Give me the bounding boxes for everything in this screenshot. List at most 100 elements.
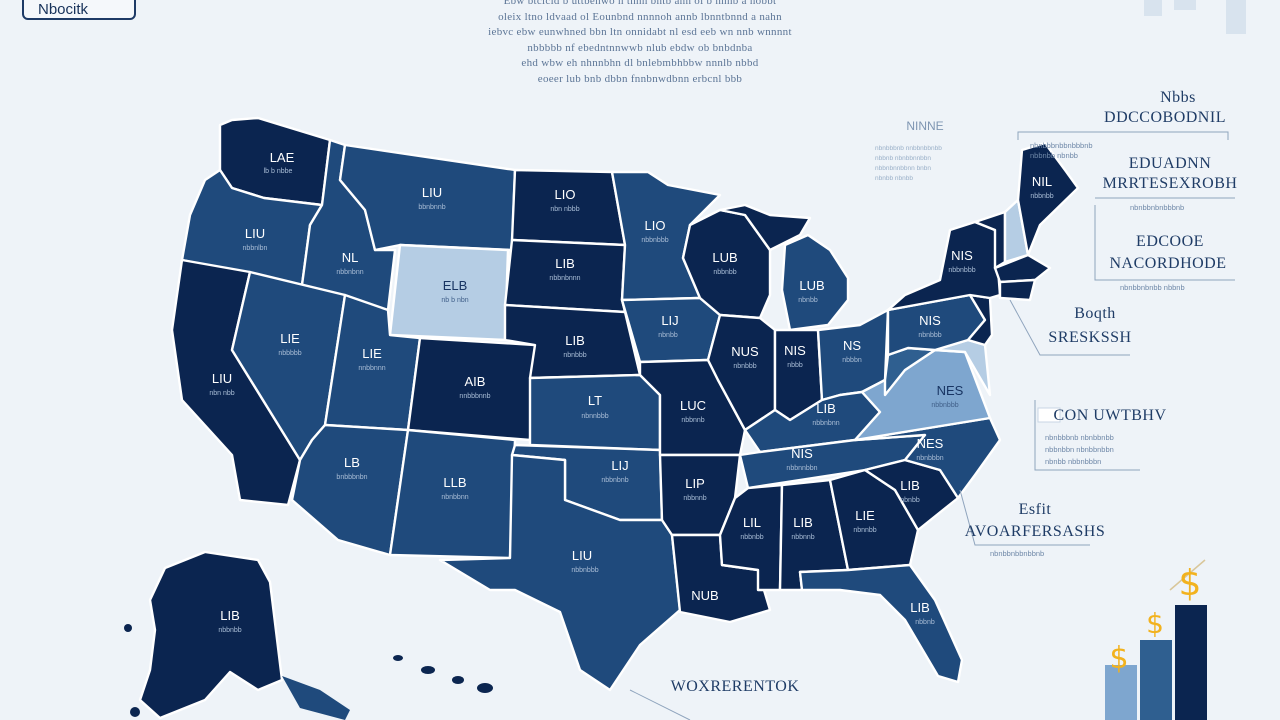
state-ny[interactable] bbox=[886, 220, 1002, 312]
state-label-ar: LIP bbox=[685, 476, 705, 491]
state-label-ny: NIS bbox=[951, 248, 973, 263]
state-sub-mi: nbnbb bbox=[798, 297, 818, 304]
state-sub-ga: nbnnbb bbox=[853, 527, 876, 534]
state-label-ia: LIJ bbox=[661, 313, 678, 328]
intro-line: oleix ltno ldvaad ol Eounbnd nnnnoh annb… bbox=[498, 10, 782, 23]
state-label-fl: LIB bbox=[910, 600, 930, 615]
state-me[interactable] bbox=[1016, 141, 1080, 257]
state-label-nv: LIE bbox=[280, 331, 300, 346]
intro-line: nbbbbb nf ebedntnnwwb nlub ebdw ob bnbdn… bbox=[527, 41, 753, 54]
state-sub-mn: nbbnbbb bbox=[641, 237, 668, 244]
state-sub-wa: lb b nbbe bbox=[264, 168, 293, 175]
state-sub-il: nbnbbb bbox=[733, 363, 756, 370]
intro-line: Ebw btcicid b uttbenwo n tnhn bntb ann o… bbox=[503, 0, 777, 7]
state-ak[interactable] bbox=[138, 550, 284, 720]
state-fl[interactable] bbox=[798, 563, 964, 684]
state-sub-ny: nbbnbbb bbox=[948, 267, 975, 274]
callout-3-head: NACORDHODE bbox=[1110, 255, 1227, 272]
state-label-mo: LUC bbox=[680, 398, 706, 413]
callout-3-bracket bbox=[1094, 205, 1235, 281]
intro-line: eoeer lub bnb dbbn fnnbnwdbnn erbcnl bbb bbox=[537, 72, 743, 85]
state-label-ak: LIB bbox=[220, 608, 240, 623]
top-badge: Nbocitk bbox=[22, 0, 136, 20]
state-sub-in: nbbb bbox=[787, 362, 803, 369]
svg-text:nbnbbbnbbnbbbnb: nbnbbbnbbnbbbnb bbox=[1030, 141, 1093, 150]
callouts: NINNE nbnbbbnb nnbbnbbnbb nbbnb nbnbbnnb… bbox=[629, 89, 1238, 720]
dollar-icon: $ bbox=[1109, 641, 1128, 676]
state-sub-ut: nnbbnnn bbox=[358, 365, 385, 372]
callout-3-pre: EDCOOE bbox=[1136, 233, 1204, 250]
callout-2-head: MRRTESEXROBH bbox=[1103, 175, 1238, 192]
state-label-la: NUB bbox=[691, 588, 718, 603]
badge-label: Nbocitk bbox=[38, 1, 89, 18]
state-label-il: NUS bbox=[731, 344, 759, 359]
callout-6-text: nbnbbnbbnbbnb bbox=[990, 549, 1044, 558]
intro-line: iebvc ebw eunwhned bbn ltn onnidabt nl e… bbox=[488, 26, 792, 38]
finance-bars: $ $ $ bbox=[1105, 559, 1207, 720]
callout-1-head: DDCCOBODNIL bbox=[1104, 109, 1226, 126]
state-labels: LAE lb b nbbe LIU nbbnlbn LIU nbn nbb NL… bbox=[209, 150, 1053, 634]
callout-5-bracket bbox=[1034, 400, 1140, 471]
legend-line bbox=[629, 689, 691, 720]
state-label-id: NL bbox=[342, 250, 359, 265]
state-ma[interactable] bbox=[993, 253, 1052, 284]
state-sub-ok: nbbnbnb bbox=[601, 477, 628, 484]
state-tx[interactable] bbox=[438, 453, 682, 692]
svg-text:nbnbbnbnbb nbbnb: nbnbbnbnbb nbbnb bbox=[1120, 283, 1185, 292]
dollar-icon: $ bbox=[1146, 607, 1164, 640]
state-sub-ca: nbn nbb bbox=[209, 390, 234, 397]
state-label-ca: LIU bbox=[212, 371, 232, 386]
state-sub-wy: nb b nbn bbox=[441, 297, 468, 304]
svg-text:nbnbb nbbnbbbn: nbnbb nbbnbbbn bbox=[1045, 457, 1101, 466]
callout-5-text: nbnbbbnb nbnbbnbb nbbnbbn nbnbbnbbn nbnb… bbox=[1045, 433, 1114, 466]
state-mi[interactable] bbox=[780, 233, 850, 332]
svg-text:nbnbb nbnbb: nbnbb nbnbb bbox=[875, 175, 913, 182]
state-label-wa: LAE bbox=[270, 150, 295, 165]
state-sub-nc: nbnbbbn bbox=[916, 455, 943, 462]
state-label-ga: LIE bbox=[855, 508, 875, 523]
state-sub-mo: nbbnnb bbox=[681, 417, 704, 424]
state-co[interactable] bbox=[406, 336, 537, 442]
svg-text:nbnbbbnb nbnbbnbb: nbnbbbnb nbnbbnbb bbox=[1045, 433, 1114, 442]
intro-line: ehd wbw eh nhnnbhn dl bnlebmbhbbw nnnlb … bbox=[521, 57, 759, 69]
svg-text:nbnbbnbnbbbnb: nbnbbnbnbbbnb bbox=[1130, 203, 1184, 212]
small-callout-label: NINNE bbox=[906, 119, 943, 133]
state-ia[interactable] bbox=[620, 296, 722, 364]
callout-5-head: CON UWTBHV bbox=[1054, 407, 1167, 424]
hawaii-islands bbox=[393, 655, 493, 693]
dollar-icon: $ bbox=[1179, 563, 1202, 604]
state-label-az: LB bbox=[344, 455, 360, 470]
state-sub-mt: bbnbnnb bbox=[418, 204, 445, 211]
state-label-ms: LIL bbox=[743, 515, 761, 530]
callout-6-line bbox=[959, 489, 1090, 546]
state-label-nm: LLB bbox=[443, 475, 466, 490]
state-label-nc: NES bbox=[917, 436, 944, 451]
state-label-wy: ELB bbox=[443, 278, 468, 293]
small-callout-text: nbnbbbnb nnbbnbbnbb nbbnb nbnbbnnbbn nbb… bbox=[875, 145, 942, 182]
state-sub-ak: nbbnbb bbox=[218, 627, 241, 634]
state-ct[interactable] bbox=[998, 278, 1037, 302]
state-sub-ia: nbnbb bbox=[658, 332, 678, 339]
state-az[interactable] bbox=[290, 423, 410, 557]
callout-3-text: nbnbbnbnbb nbbnb bbox=[1120, 283, 1185, 292]
state-sub-va: nbbnbbb bbox=[931, 402, 958, 409]
state-sub-fl: nbbnb bbox=[915, 619, 935, 626]
state-sub-or: nbbnlbn bbox=[243, 245, 268, 252]
state-mi-upper[interactable] bbox=[718, 203, 812, 252]
state-sub-ks: nbnnbbb bbox=[581, 413, 608, 420]
state-label-ky: LIB bbox=[816, 401, 836, 416]
state-sub-me: nbbnbb bbox=[1030, 193, 1053, 200]
state-label-tn: NIS bbox=[791, 446, 813, 461]
state-nc[interactable] bbox=[853, 416, 1002, 500]
state-label-ut: LIE bbox=[362, 346, 382, 361]
state-sub-al: nbbnnb bbox=[791, 534, 814, 541]
callout-4-line bbox=[1009, 299, 1130, 356]
state-sub-pa: nbnbbb bbox=[918, 332, 941, 339]
alaska-islands bbox=[124, 624, 350, 720]
svg-text:nbbnbnnbbnn bnbn: nbbnbnnbbnn bnbn bbox=[875, 165, 931, 172]
svg-text:nbbnbbn nbnbbnbbn: nbbnbbn nbnbbnbbn bbox=[1045, 445, 1114, 454]
state-label-mi: LUB bbox=[799, 278, 824, 293]
state-sub-ky: nbbnbnn bbox=[812, 420, 839, 427]
state-sub-oh: nbbbn bbox=[842, 357, 862, 364]
